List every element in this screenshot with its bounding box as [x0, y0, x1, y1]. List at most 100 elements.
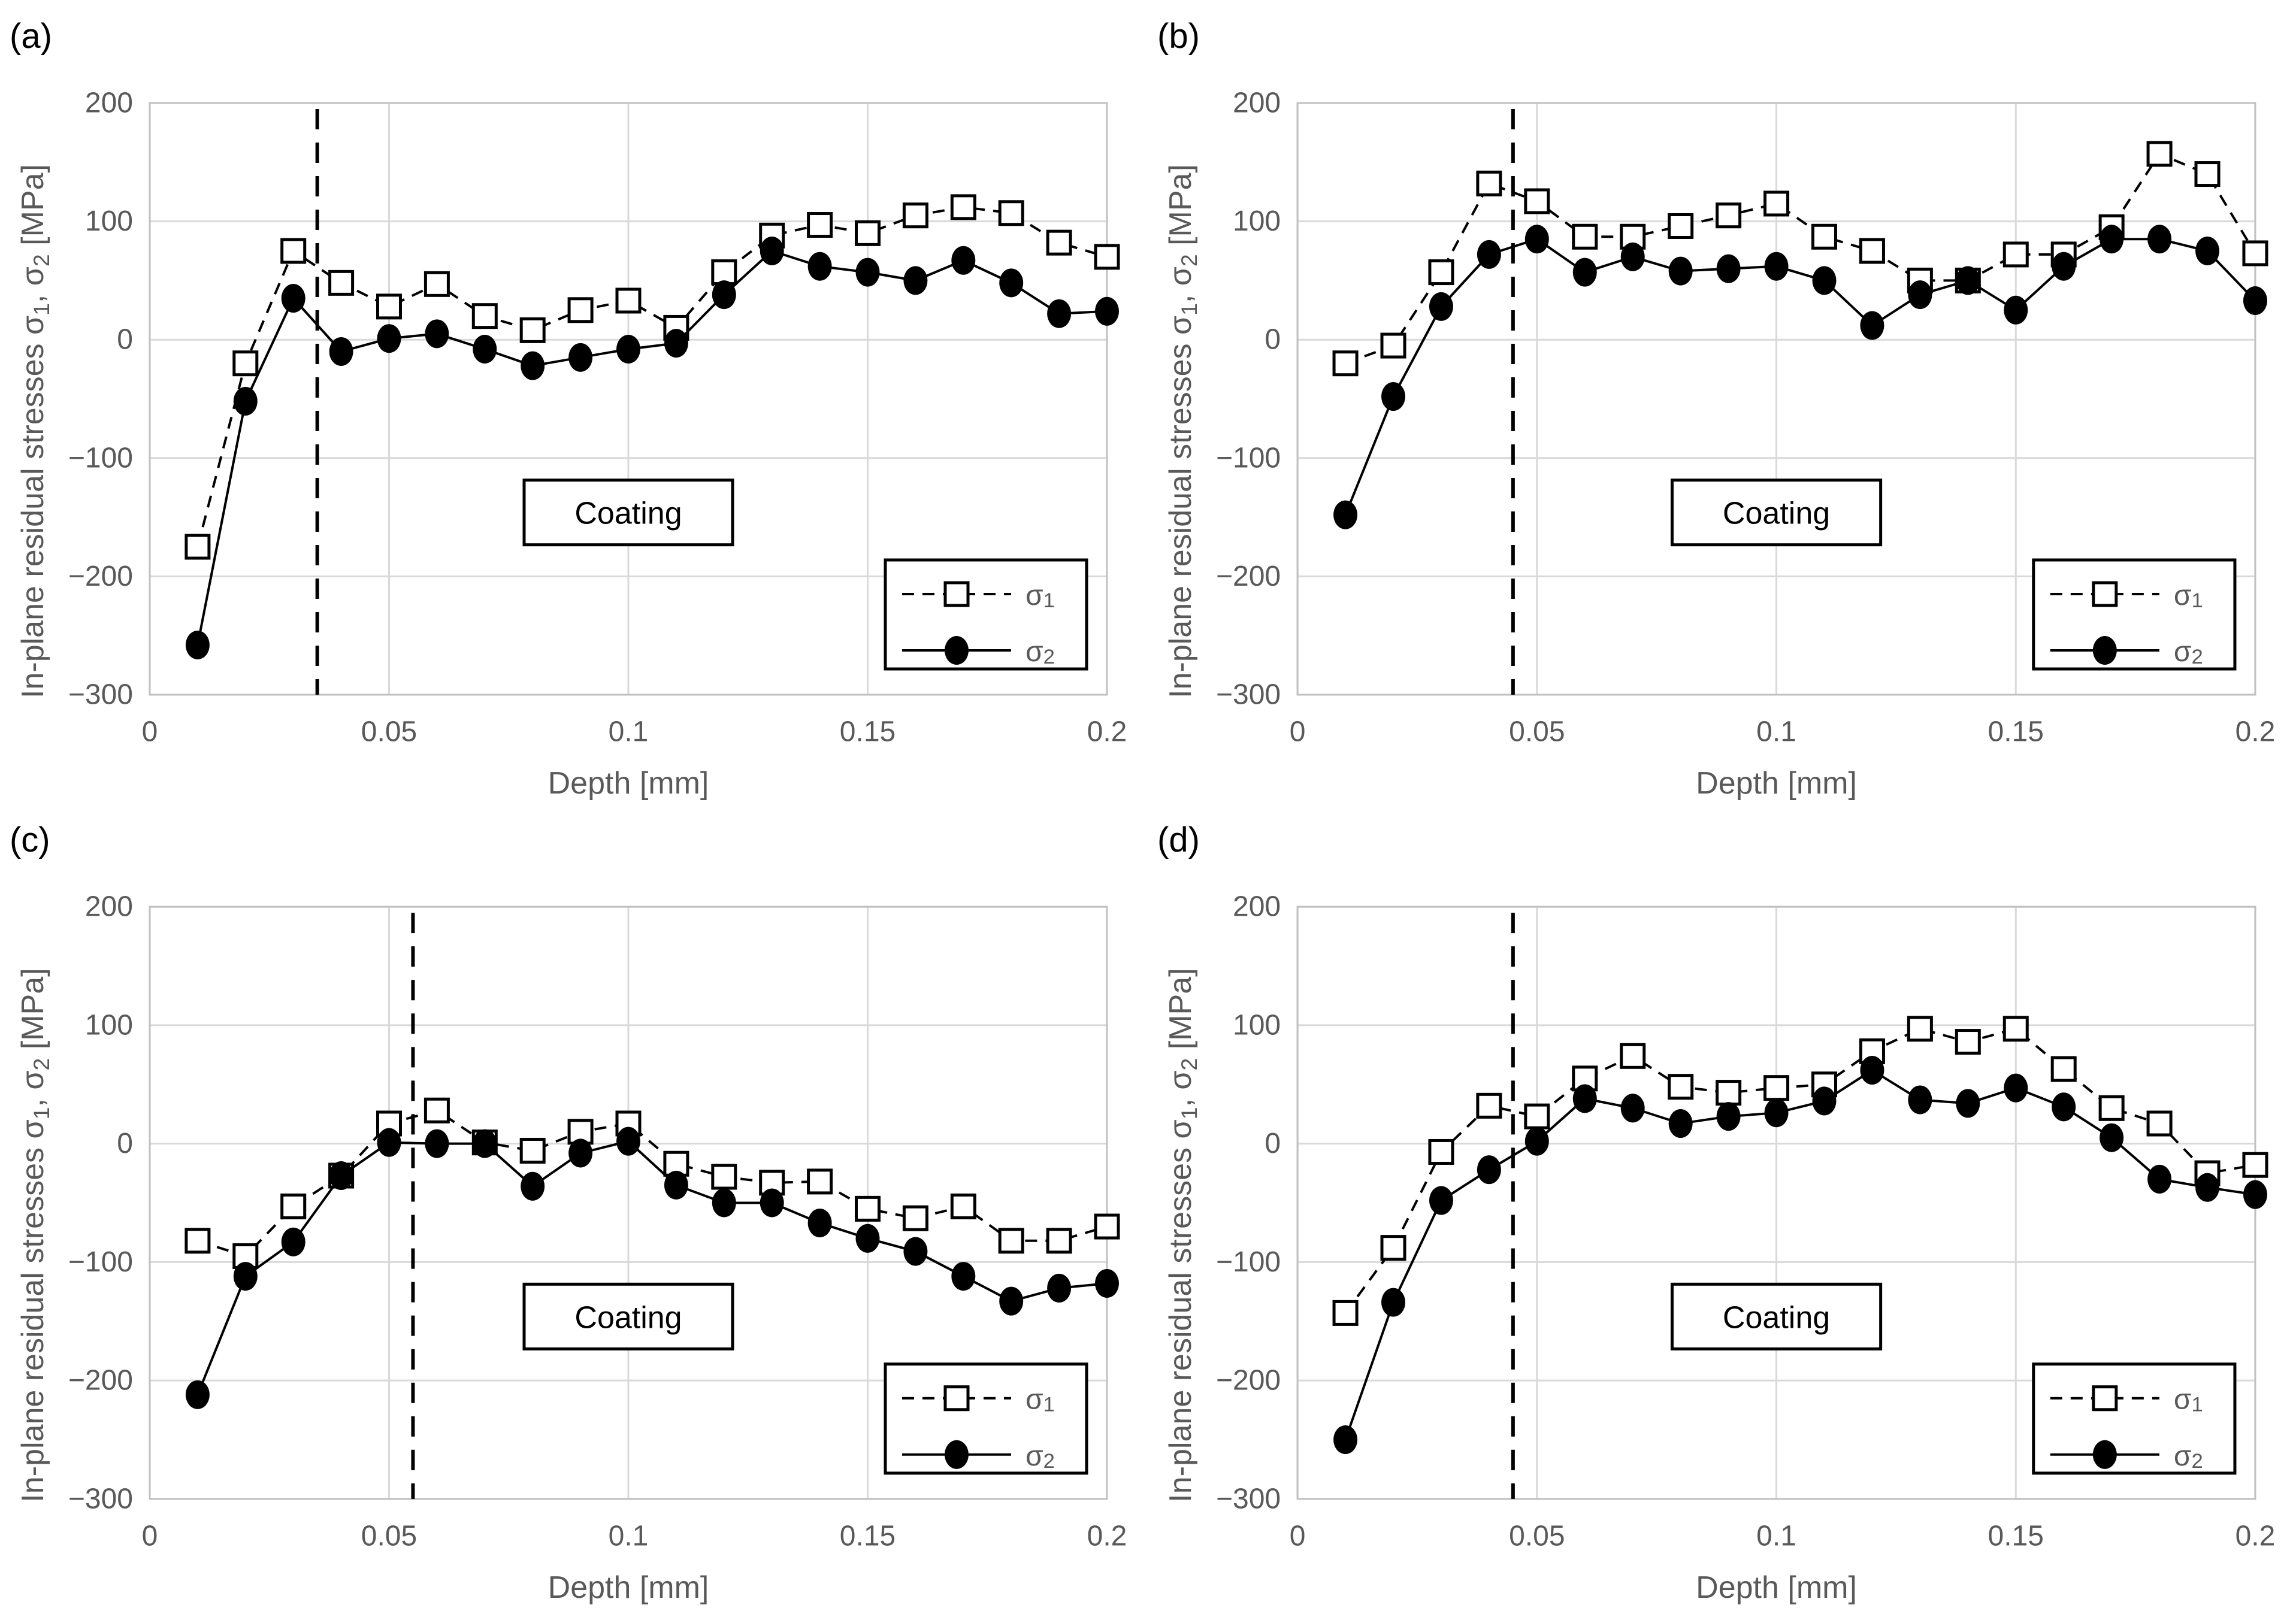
legend-open-square-marker — [943, 1385, 970, 1412]
filled-circle-marker — [233, 386, 258, 416]
x-tick-label: 0.15 — [840, 716, 896, 748]
filled-circle-marker — [425, 1129, 449, 1158]
y-tick-label: −200 — [1216, 561, 1281, 592]
series-markers-sigma2 — [1333, 1056, 2267, 1455]
open-square-marker — [280, 1193, 307, 1219]
filled-circle-marker — [616, 335, 640, 364]
legend: σ1 σ2 — [884, 1362, 1088, 1475]
open-square-marker — [1046, 229, 1072, 256]
legend-box — [2032, 1362, 2237, 1475]
filled-circle-marker — [521, 1171, 545, 1201]
filled-circle-marker — [1429, 1186, 1453, 1215]
open-square-marker — [184, 1228, 211, 1254]
y-tick-label: −200 — [68, 1365, 133, 1397]
filled-circle-marker — [807, 1209, 832, 1238]
filled-circle-marker — [1668, 1109, 1693, 1138]
filled-circle-marker — [1047, 299, 1072, 328]
open-square-marker — [232, 350, 259, 377]
open-square-marker — [2098, 1095, 2125, 1121]
filled-circle-marker — [329, 337, 353, 366]
y-tick-label: 200 — [85, 87, 133, 119]
x-tick-label: 0.05 — [1509, 716, 1565, 748]
open-square-marker — [328, 269, 355, 296]
y-tick-label: −100 — [1216, 1246, 1281, 1278]
x-tick-label: 0.1 — [1756, 716, 1796, 748]
filled-circle-marker — [1860, 311, 1884, 340]
filled-circle-marker — [999, 1286, 1024, 1316]
series-markers-sigma1 — [184, 1097, 1120, 1269]
y-tick-label: −200 — [1216, 1365, 1281, 1397]
y-axis-title: In-plane residual stresses σ1, σ2 [MPa] — [1163, 164, 1202, 698]
open-square-marker — [902, 1205, 928, 1231]
open-square-marker — [998, 200, 1024, 226]
x-tick-label: 0.1 — [1756, 1520, 1796, 1552]
filled-circle-marker — [2052, 252, 2076, 281]
legend-filled-circle-marker — [945, 636, 969, 665]
y-axis-title: In-plane residual stresses σ1, σ2 [MPa] — [16, 968, 54, 1502]
plot-border — [1296, 102, 2256, 696]
y-tick-label: 0 — [1265, 1128, 1281, 1159]
tick-labels: 0 0.05 0.1 0.15 0.2 200 100 0 −100 −200 −300 — [68, 87, 1127, 748]
open-square-marker — [1668, 213, 1694, 240]
legend-label-sigma1: σ1 — [2174, 1383, 2203, 1416]
open-square-marker — [1046, 1228, 1072, 1254]
filled-circle-marker — [2195, 1173, 2220, 1202]
filled-circle-marker — [1668, 256, 1693, 286]
open-square-marker — [471, 303, 498, 329]
legend: σ1 σ2 — [2032, 558, 2237, 671]
legend: σ1 σ2 — [2032, 1362, 2237, 1475]
filled-circle-marker — [281, 284, 305, 313]
open-square-marker — [1668, 1074, 1694, 1100]
x-tick-label: 0.15 — [1988, 716, 2044, 748]
y-tick-label: −300 — [1216, 679, 1281, 711]
x-tick-label: 0.2 — [1087, 716, 1127, 748]
filled-circle-marker — [1524, 225, 1549, 254]
filled-circle-marker — [1381, 382, 1406, 411]
series-line-sigma2 — [1344, 237, 2256, 516]
panel-letter: (c) — [10, 820, 50, 859]
open-square-marker — [1094, 244, 1120, 270]
legend-open-square-marker — [2092, 581, 2118, 607]
coating-box — [1670, 479, 1883, 547]
x-axis-title: Depth [mm] — [1696, 1570, 1857, 1605]
filled-circle-marker — [2147, 1164, 2172, 1194]
x-tick-label: 0.2 — [2236, 1520, 2276, 1552]
filled-circle-marker — [664, 1170, 688, 1200]
legend-label-sigma1: σ1 — [1026, 1383, 1055, 1416]
filled-circle-marker — [1764, 252, 1789, 281]
open-square-marker — [376, 293, 402, 320]
filled-circle-marker — [568, 1138, 593, 1168]
filled-circle-marker — [2243, 1180, 2267, 1209]
tick-labels: 0 0.05 0.1 0.15 0.2 200 100 0 −100 −200 −300 — [68, 891, 1127, 1552]
chart-d: Coating σ1 σ2 0 0.05 0.1 0.15 0.2 200 100 0 −100 −20… — [1157, 820, 2276, 1605]
open-square-marker — [1476, 170, 1502, 196]
plot-border — [149, 102, 1108, 696]
legend-filled-circle-marker — [2092, 636, 2117, 665]
filled-circle-marker — [1429, 292, 1453, 321]
open-square-marker — [423, 271, 450, 297]
panel-a: Coating σ1 σ2 0 0.05 0.1 0.15 0.2 200 100 0 −100 −20… — [0, 0, 1148, 804]
y-tick-label: 0 — [117, 324, 133, 356]
open-square-marker — [902, 202, 928, 229]
open-square-marker — [1380, 332, 1406, 359]
legend-filled-circle-marker — [2092, 1440, 2117, 1469]
filled-circle-marker — [377, 1128, 401, 1157]
panel-c: Coating σ1 σ2 0 0.05 0.1 0.15 0.2 200 100 0 −100 −20… — [0, 804, 1148, 1608]
filled-circle-marker — [2004, 295, 2028, 325]
y-tick-label: −100 — [1216, 442, 1281, 474]
coating-annotation: Coating — [1670, 479, 1883, 547]
x-tick-label: 0.1 — [609, 1520, 649, 1552]
filled-circle-marker — [1047, 1273, 1072, 1303]
x-tick-label: 0.05 — [361, 1520, 417, 1552]
y-tick-label: 200 — [1233, 87, 1281, 119]
panel-letter: (b) — [1157, 17, 1200, 56]
legend-open-square-marker — [2092, 1385, 2118, 1412]
open-square-marker — [2002, 241, 2029, 268]
filled-circle-marker — [1764, 1098, 1789, 1128]
x-tick-label: 0 — [1290, 716, 1306, 748]
filled-circle-marker — [1572, 258, 1597, 287]
chart-b: Coating σ1 σ2 0 0.05 0.1 0.15 0.2 200 100 0 −100 −20… — [1157, 17, 2275, 801]
gridlines — [1296, 102, 2256, 696]
open-square-marker — [1763, 190, 1790, 217]
